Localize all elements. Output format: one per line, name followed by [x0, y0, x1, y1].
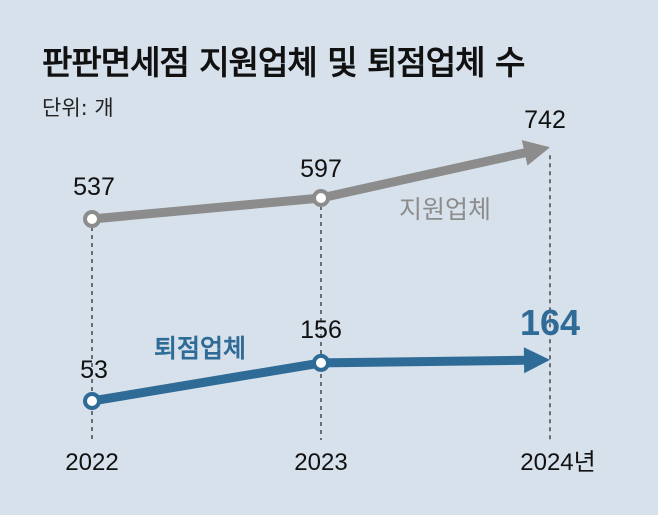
x-tick-label: 2024년 — [520, 449, 595, 476]
x-tick-label: 2022 — [65, 449, 118, 476]
data-label: 53 — [80, 356, 108, 384]
data-point — [312, 189, 330, 207]
series-line — [91, 355, 533, 406]
series-label: 퇴점업체 — [154, 334, 246, 363]
x-tick-label: 2023 — [294, 449, 347, 476]
arrow-head — [521, 140, 550, 166]
data-label: 742 — [524, 106, 566, 134]
data-label: 156 — [300, 316, 342, 344]
data-point — [312, 353, 330, 372]
data-point — [83, 210, 101, 228]
series-label: 지원업체 — [399, 195, 491, 224]
chart-title: 판판면세점 지원업체 및 퇴점업체 수 — [42, 43, 525, 82]
data-label: 597 — [300, 155, 342, 183]
data-label: 537 — [73, 173, 115, 201]
data-point — [83, 392, 101, 410]
arrow-head — [523, 347, 550, 374]
unit-label: 단위: 개 — [42, 96, 114, 120]
data-label: 164 — [520, 302, 580, 343]
